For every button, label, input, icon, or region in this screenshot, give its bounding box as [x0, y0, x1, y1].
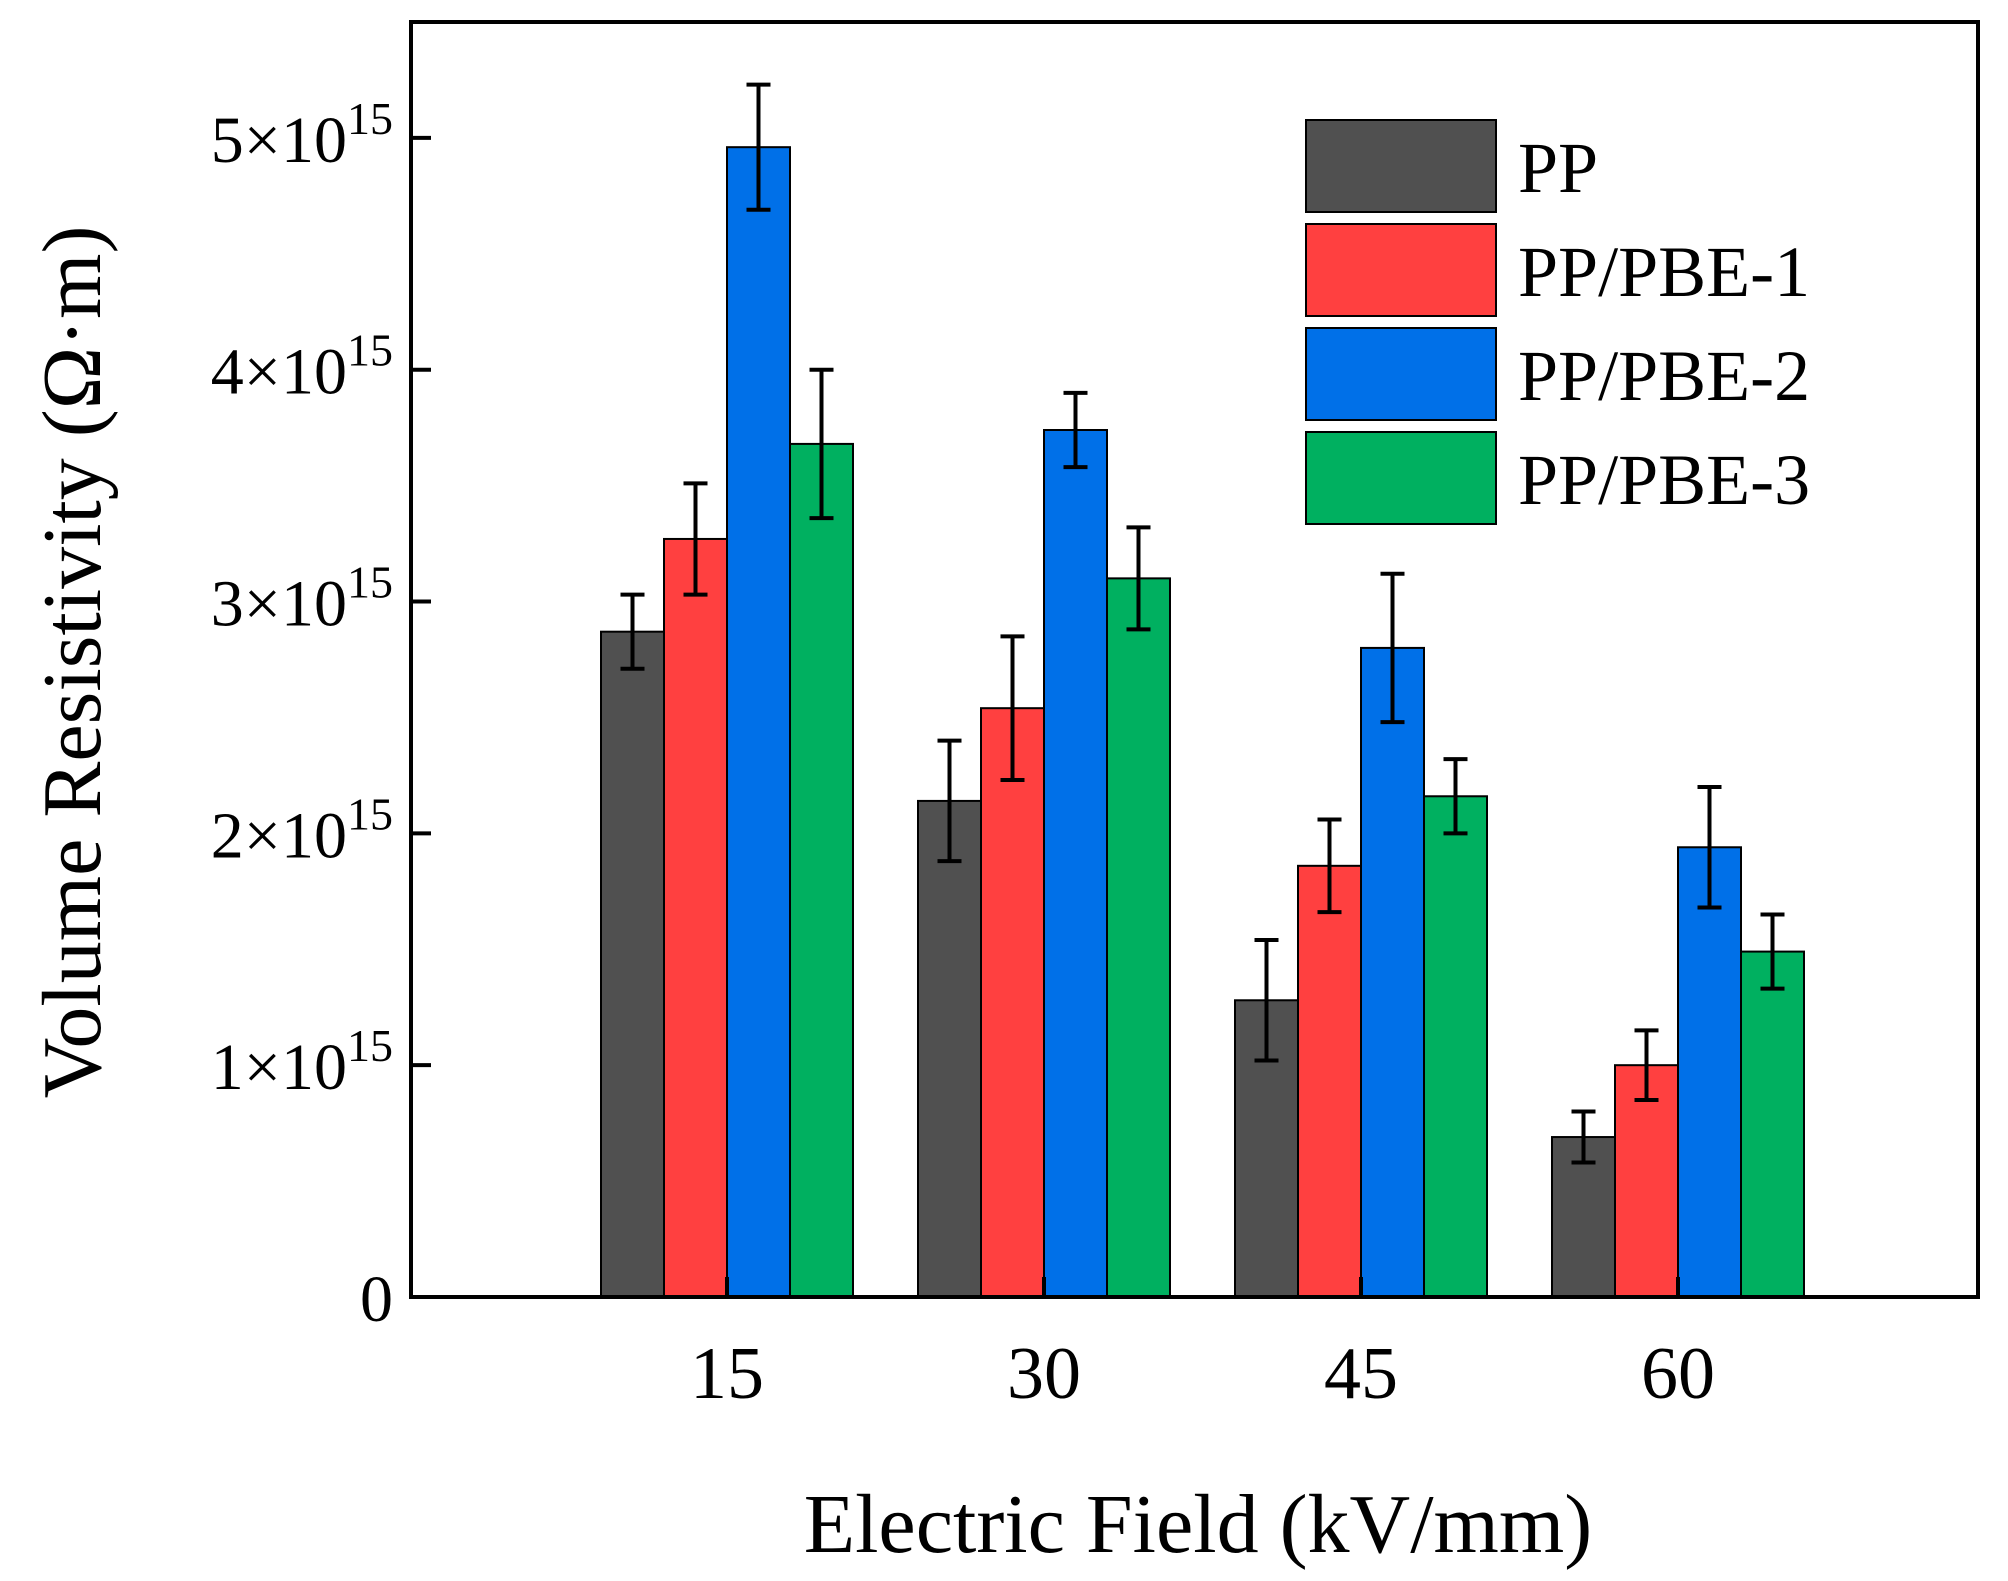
bar-pp-pbe-2-15 — [726, 146, 791, 1299]
x-tick-label: 60 — [1641, 1333, 1715, 1415]
error-bar-pp-pbe-2-30 — [1063, 390, 1088, 470]
y-axis-title: Volume Resistivity (Ω·m) — [26, 226, 119, 1099]
bar-pp-pbe-1-15 — [663, 537, 728, 1298]
bar-pp-30 — [917, 799, 982, 1299]
y-tick-label: 5×1015 — [211, 93, 393, 177]
legend-swatch — [1305, 327, 1497, 421]
error-bar-pp-pbe-2-60 — [1697, 785, 1722, 910]
error-bar-pp-30 — [937, 738, 962, 864]
y-tick-label: 1×1015 — [211, 1020, 393, 1104]
error-bar-pp-pbe-2-15 — [746, 82, 771, 212]
legend-item-pp-pbe-2: PP/PBE-2 — [1305, 327, 1810, 421]
legend-item-pp: PP — [1305, 119, 1598, 213]
error-bar-pp-pbe-1-15 — [683, 481, 708, 597]
bar-pp-pbe-3-45 — [1423, 795, 1488, 1298]
x-tick-label: 45 — [1324, 1333, 1398, 1415]
bar-pp-pbe-2-60 — [1677, 846, 1742, 1298]
legend-label: PP/PBE-3 — [1518, 440, 1810, 520]
bar-pp-pbe-2-45 — [1360, 646, 1425, 1298]
x-tick-label: 15 — [690, 1333, 764, 1415]
y-tick-label: 2×1015 — [211, 788, 393, 872]
legend-swatch — [1305, 119, 1497, 213]
y-tick-label: 0 — [360, 1263, 393, 1336]
error-bar-pp-45 — [1254, 938, 1279, 1063]
error-bar-pp-pbe-3-45 — [1443, 757, 1468, 836]
error-bar-pp-15 — [620, 592, 645, 671]
error-bars-layer — [620, 82, 1785, 1165]
bar-pp-15 — [600, 630, 665, 1298]
x-tick-label: 30 — [1007, 1333, 1081, 1415]
bar-pp-pbe-1-45 — [1297, 864, 1362, 1298]
legend-label: PP — [1518, 128, 1598, 208]
legend-swatch — [1305, 223, 1497, 317]
error-bar-pp-pbe-3-30 — [1126, 525, 1151, 632]
legend-label: PP/PBE-1 — [1518, 232, 1810, 312]
y-axis: 0 1×1015 2×1015 3×1015 4×1015 5×1015 — [211, 93, 431, 1336]
bar-pp-pbe-2-30 — [1043, 429, 1108, 1298]
bar-pp-pbe-1-30 — [980, 707, 1045, 1298]
x-axis-title: Electric Field (kV/mm) — [804, 1478, 1592, 1571]
error-bar-pp-pbe-1-45 — [1317, 817, 1342, 915]
legend-item-pp-pbe-1: PP/PBE-1 — [1305, 223, 1810, 317]
bar-pp-pbe-3-60 — [1740, 950, 1805, 1298]
error-bar-pp-pbe-3-60 — [1760, 912, 1785, 991]
legend-swatch — [1305, 431, 1497, 525]
x-axis: 15 30 45 60 — [690, 1277, 1715, 1415]
bar-pp-pbe-3-30 — [1106, 577, 1171, 1298]
error-bar-pp-pbe-2-45 — [1380, 571, 1405, 725]
y-tick-label: 3×1015 — [211, 557, 393, 641]
legend: PP PP/PBE-1 PP/PBE-2 PP/PBE-3 — [1305, 119, 1810, 525]
legend-item-pp-pbe-3: PP/PBE-3 — [1305, 431, 1810, 525]
plot-frame — [409, 20, 1980, 1299]
legend-label: PP/PBE-2 — [1518, 336, 1810, 416]
error-bar-pp-pbe-3-15 — [809, 367, 834, 521]
y-tick-label: 4×1015 — [211, 325, 393, 409]
bar-pp-pbe-3-15 — [789, 442, 854, 1298]
error-bar-pp-60 — [1571, 1109, 1596, 1165]
error-bar-pp-pbe-1-60 — [1634, 1028, 1659, 1102]
bars-layer — [600, 146, 1805, 1299]
error-bar-pp-pbe-1-30 — [1000, 634, 1025, 783]
